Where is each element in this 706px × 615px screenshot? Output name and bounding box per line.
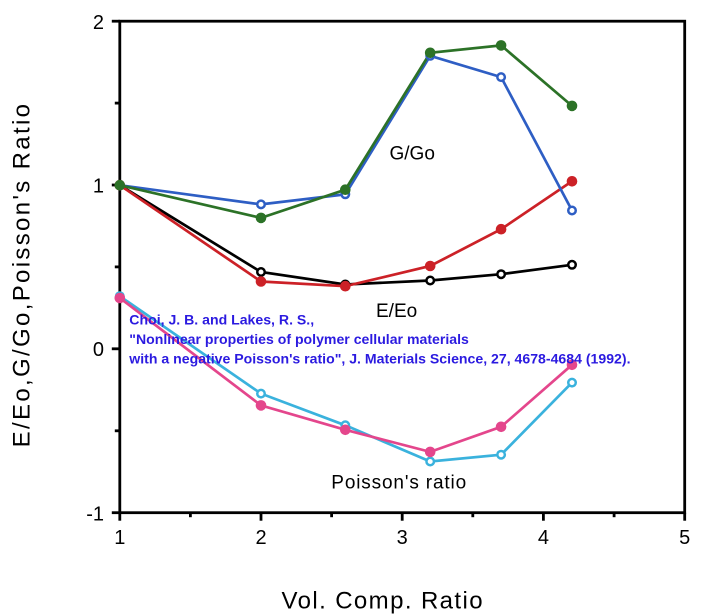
svg-text:0: 0 (93, 339, 104, 361)
svg-text:"Nonlinear properties of polym: "Nonlinear properties of polymer cellula… (129, 331, 469, 347)
svg-text:G/Go: G/Go (390, 144, 435, 165)
svg-text:1: 1 (114, 527, 125, 549)
svg-text:Vol. Comp. Ratio: Vol. Comp. Ratio (282, 587, 484, 614)
svg-text:E/Eo,G/Go,Poisson's Ratio: E/Eo,G/Go,Poisson's Ratio (9, 102, 36, 448)
svg-text:1: 1 (93, 175, 104, 197)
svg-text:5: 5 (679, 527, 690, 549)
svg-text:2: 2 (93, 12, 104, 34)
svg-text:3: 3 (397, 527, 408, 549)
svg-text:2: 2 (255, 527, 266, 549)
svg-text:Poisson's ratio: Poisson's ratio (331, 473, 467, 494)
svg-text:-1: -1 (86, 503, 104, 525)
svg-text:4: 4 (538, 527, 549, 549)
svg-text:with a negative Poisson's rati: with a negative Poisson's ratio", J. Mat… (128, 351, 630, 367)
svg-text:Choi, J. B. and Lakes, R. S.,: Choi, J. B. and Lakes, R. S., (129, 312, 314, 328)
svg-text:E/Eo: E/Eo (376, 301, 417, 322)
